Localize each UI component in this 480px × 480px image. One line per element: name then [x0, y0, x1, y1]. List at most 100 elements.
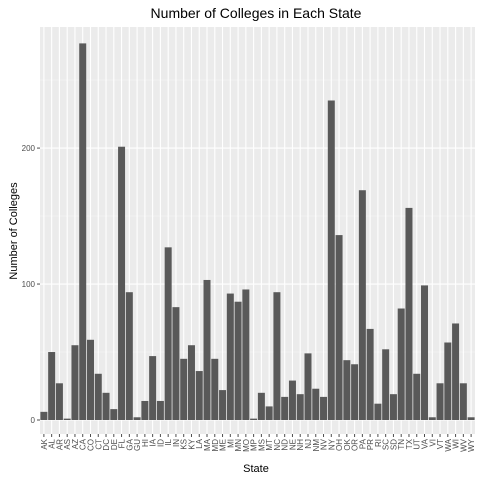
x-tick-label: AZ	[71, 439, 80, 449]
x-tick-label: WA	[444, 438, 453, 451]
bar-ut	[413, 373, 421, 420]
x-tick-label: CO	[86, 439, 95, 451]
bar-mo	[242, 289, 250, 420]
bar-wa	[444, 342, 452, 420]
bar-mn	[234, 301, 242, 420]
bar-ar	[55, 383, 63, 420]
bar-dc	[102, 392, 110, 420]
x-tick-label: OR	[351, 439, 360, 451]
x-tick-label: MI	[226, 439, 235, 448]
x-tick-label: MD	[211, 439, 220, 452]
x-tick-label: MN	[234, 439, 243, 452]
bar-tn	[397, 308, 405, 420]
x-tick-label: NM	[312, 439, 321, 452]
bar-md	[211, 358, 219, 420]
bars	[40, 43, 475, 420]
bar-ia	[149, 356, 157, 420]
bar-pa	[358, 190, 366, 420]
x-tick-label: MT	[265, 439, 274, 451]
x-tick-label: ND	[281, 439, 290, 451]
bar-ga	[125, 292, 133, 420]
x-tick-label: KS	[180, 439, 189, 450]
y-axis-title: Number of Colleges	[8, 182, 20, 280]
x-tick-label: NV	[320, 438, 329, 450]
bar-ok	[343, 360, 351, 420]
bar-tx	[405, 207, 413, 420]
chart-title: Number of Colleges in Each State	[151, 5, 362, 21]
x-tick-label: CA	[79, 438, 88, 450]
bar-as	[63, 418, 71, 420]
bar-de	[110, 409, 118, 420]
bar-ne	[288, 380, 296, 420]
x-tick-label: AS	[63, 439, 72, 450]
x-tick-label: AK	[40, 438, 49, 449]
x-tick-label: NC	[273, 439, 282, 451]
bar-mt	[265, 406, 273, 420]
x-tick-label: UT	[413, 439, 422, 450]
bar-ak	[40, 411, 48, 420]
x-tick-label: IA	[149, 438, 158, 446]
bar-va	[421, 285, 429, 420]
bar-il	[164, 247, 172, 420]
x-tick-label: ID	[156, 439, 165, 447]
x-tick-label: NE	[288, 439, 297, 450]
bar-wv	[459, 383, 467, 420]
bar-in	[172, 307, 180, 420]
y-tick-label: 100	[22, 280, 36, 289]
x-tick-label: DE	[110, 439, 119, 450]
bar-mi	[226, 293, 234, 420]
bar-ri	[374, 403, 382, 420]
x-tick-label: GA	[125, 438, 134, 450]
bar-hi	[141, 400, 149, 420]
bar-or	[351, 364, 359, 420]
x-tick-label: SD	[389, 439, 398, 450]
bar-ct	[94, 373, 102, 420]
y-tick-label: 0	[31, 416, 36, 425]
x-tick-label: TN	[397, 439, 406, 450]
x-tick-label: WV	[459, 438, 468, 452]
x-tick-label: VT	[436, 439, 445, 449]
bar-ky	[187, 345, 195, 420]
bar-pr	[366, 328, 374, 420]
x-tick-label: NY	[327, 438, 336, 450]
bar-nh	[296, 394, 304, 420]
x-tick-label: DC	[102, 439, 111, 451]
x-tick-label: LA	[195, 438, 204, 448]
bar-wi	[452, 323, 460, 420]
x-tick-label: IN	[172, 439, 181, 447]
x-tick-label: MO	[242, 439, 251, 452]
bar-ma	[203, 279, 211, 420]
x-tick-label: GU	[133, 439, 142, 451]
bar-ca	[79, 43, 87, 420]
x-tick-label: PA	[358, 438, 367, 449]
x-tick-label: PR	[366, 439, 375, 450]
x-axis: AKALARASAZCACOCTDCDEFLGAGUHIIAIDILINKSKY…	[40, 434, 476, 452]
bar-sc	[382, 349, 390, 420]
bar-al	[48, 352, 56, 420]
x-tick-label: NH	[296, 439, 305, 451]
bar-ms	[257, 392, 265, 420]
x-tick-label: ME	[219, 439, 228, 451]
x-tick-label: RI	[374, 439, 383, 447]
bar-co	[86, 339, 94, 420]
bar-sd	[389, 394, 397, 420]
x-tick-label: VA	[421, 438, 430, 449]
bar-ks	[180, 358, 188, 420]
x-tick-label: MS	[257, 439, 266, 451]
y-axis: 0 100 200	[22, 144, 40, 425]
bar-fl	[118, 146, 126, 420]
bar-ny	[327, 100, 335, 420]
bar-mp	[250, 418, 258, 420]
x-tick-label: OH	[335, 439, 344, 451]
bar-vt	[436, 383, 444, 420]
x-tick-label: FL	[118, 438, 127, 448]
bar-az	[71, 345, 79, 420]
bar-vi	[428, 417, 436, 420]
x-tick-label: AR	[55, 439, 64, 450]
bar-nc	[273, 292, 281, 420]
bar-me	[219, 390, 227, 420]
x-tick-label: AL	[48, 438, 57, 448]
x-tick-label: MA	[203, 438, 212, 451]
bar-gu	[133, 417, 141, 420]
